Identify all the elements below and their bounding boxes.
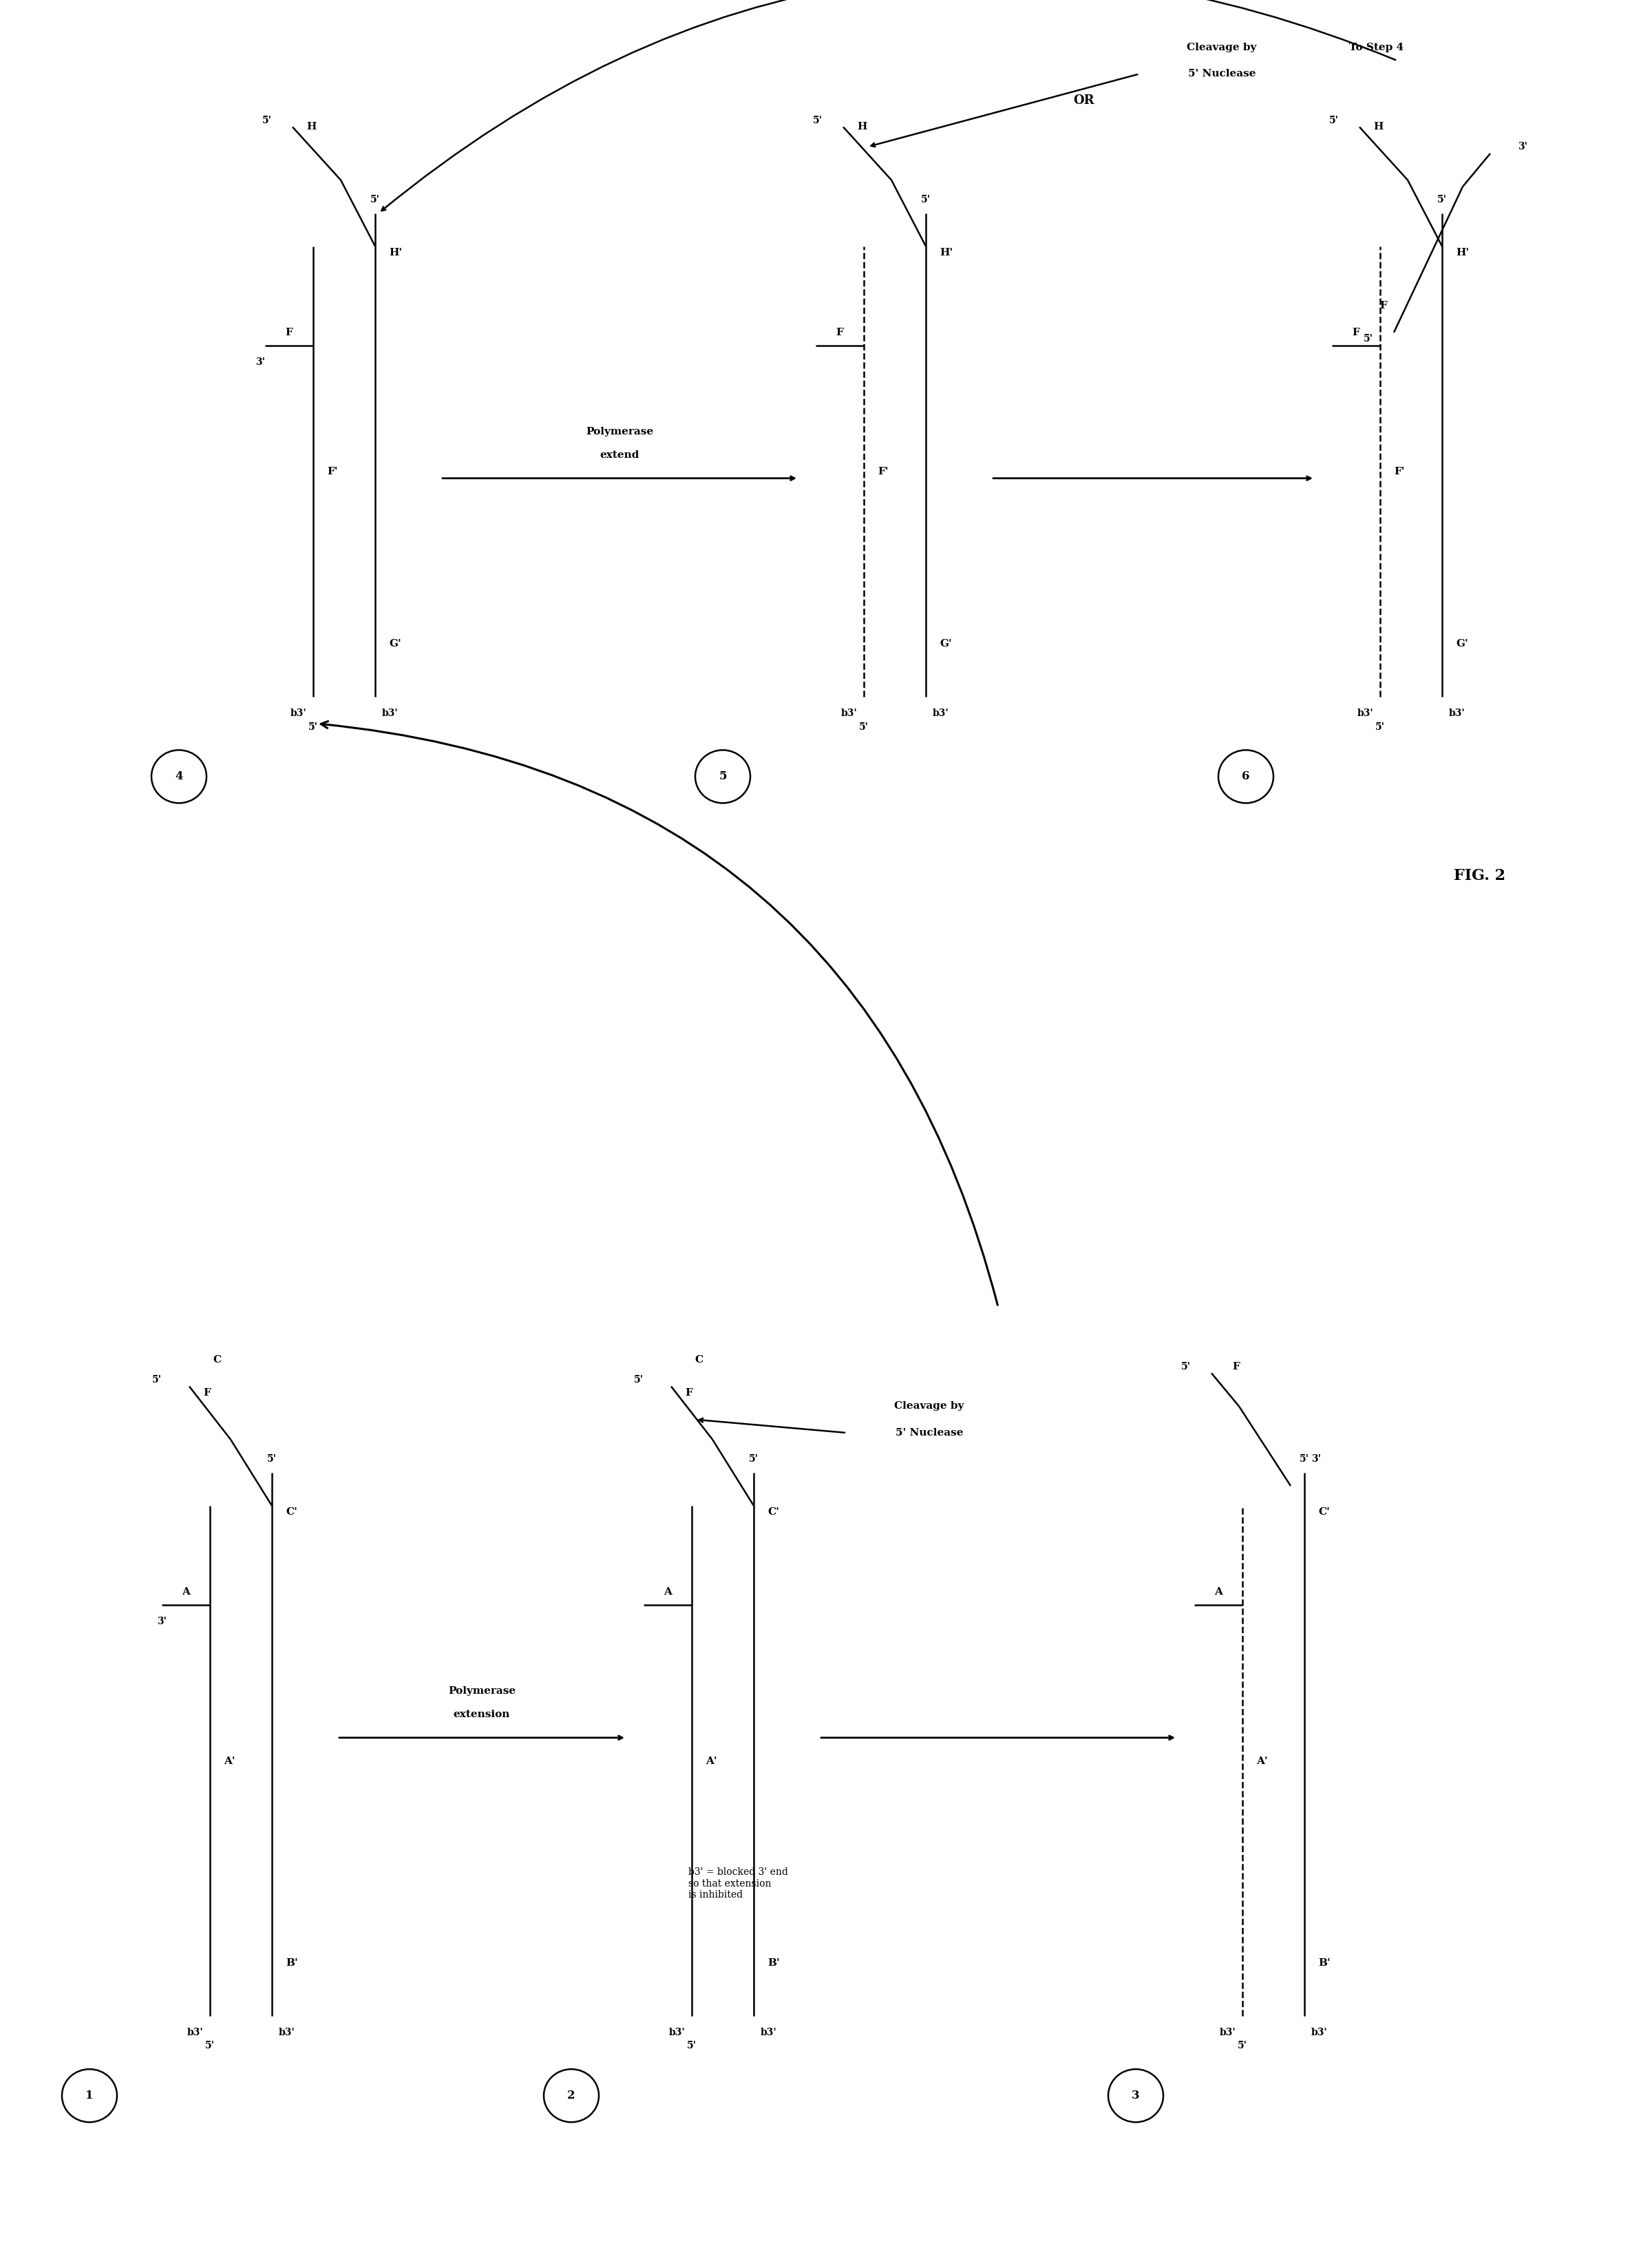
Text: H': H' [388,247,401,259]
Text: 5' Nuclease: 5' Nuclease [1188,68,1256,79]
Text: extension: extension [454,1710,510,1719]
Text: 5': 5' [634,1374,644,1383]
Text: b3': b3' [669,2028,686,2037]
Text: F': F' [327,467,337,476]
Text: C': C' [1318,1508,1330,1517]
Text: b3': b3' [1449,710,1465,719]
Text: b3': b3' [279,2028,296,2037]
Text: extend: extend [600,451,639,460]
Text: F: F [203,1388,210,1397]
Text: b3': b3' [382,710,398,719]
Text: H: H [857,122,867,132]
Text: Polymerase: Polymerase [586,426,653,438]
Text: A: A [664,1588,672,1597]
Text: C: C [213,1354,221,1365]
Text: 5': 5' [263,116,273,125]
Text: 1: 1 [86,2089,94,2102]
Text: 3': 3' [1518,143,1528,152]
Text: F: F [286,327,292,338]
Text: H: H [1373,122,1383,132]
Text: 4: 4 [175,771,183,782]
FancyArrowPatch shape [320,721,998,1304]
Text: b3': b3' [1312,2028,1328,2037]
Text: 3': 3' [256,358,264,367]
Text: b3': b3' [841,710,857,719]
Text: 5': 5' [687,2041,697,2050]
Text: b3': b3' [187,2028,203,2037]
Text: F': F' [877,467,889,476]
Text: b3': b3' [291,710,306,719]
Text: To Step 4: To Step 4 [1350,43,1404,52]
Text: 5': 5' [1181,1361,1191,1372]
Text: 3': 3' [157,1617,167,1626]
Text: Cleavage by: Cleavage by [1186,43,1257,52]
Text: 5': 5' [1237,2041,1247,2050]
Text: F: F [686,1388,692,1397]
Text: b3': b3' [1219,2028,1236,2037]
Text: G': G' [1455,640,1469,649]
Text: F': F' [1394,467,1404,476]
Text: B': B' [768,1957,780,1969]
Text: 5': 5' [370,195,380,204]
Text: 6: 6 [1242,771,1251,782]
Text: F: F [1353,327,1360,338]
Text: H: H [306,122,316,132]
Text: A: A [1214,1588,1222,1597]
Text: b3': b3' [760,2028,776,2037]
Text: 2: 2 [567,2089,575,2102]
Text: Cleavage by: Cleavage by [894,1402,965,1411]
Text: 5': 5' [1363,333,1373,345]
Text: b3' = blocked 3' end
so that extension
is inhibited: b3' = blocked 3' end so that extension i… [689,1867,788,1901]
Text: G': G' [388,640,401,649]
Text: F: F [836,327,844,338]
Text: F: F [1379,302,1388,311]
Text: 5': 5' [152,1374,162,1383]
Text: FIG. 2: FIG. 2 [1454,869,1505,885]
Text: A: A [182,1588,190,1597]
Text: F: F [1232,1361,1239,1372]
Text: 5': 5' [1437,195,1447,204]
Text: OR: OR [1074,95,1095,107]
Text: 5': 5' [268,1454,278,1465]
Text: 5': 5' [309,721,317,733]
Text: b3': b3' [1356,710,1373,719]
Text: Polymerase: Polymerase [448,1687,515,1696]
Text: C: C [694,1354,702,1365]
Text: 5': 5' [922,195,930,204]
Text: B': B' [286,1957,297,1969]
Text: 5': 5' [1374,721,1384,733]
Text: 5': 5' [859,721,869,733]
Text: C': C' [768,1508,780,1517]
Text: G': G' [940,640,952,649]
Text: 5' Nuclease: 5' Nuclease [895,1429,963,1438]
Text: B': B' [1318,1957,1330,1969]
Text: 5: 5 [719,771,727,782]
Text: 3: 3 [1132,2089,1140,2102]
Text: 5': 5' [205,2041,215,2050]
Text: 5': 5' [748,1454,758,1465]
Text: 5': 5' [1300,1454,1310,1465]
Text: 5': 5' [813,116,823,125]
Text: 3': 3' [1312,1454,1322,1465]
Text: C': C' [286,1508,297,1517]
Text: 5': 5' [1330,116,1338,125]
Text: H': H' [940,247,953,259]
Text: A': A' [1256,1755,1267,1767]
Text: A': A' [705,1755,717,1767]
Text: A': A' [223,1755,235,1767]
Text: H': H' [1455,247,1469,259]
Text: b3': b3' [933,710,948,719]
